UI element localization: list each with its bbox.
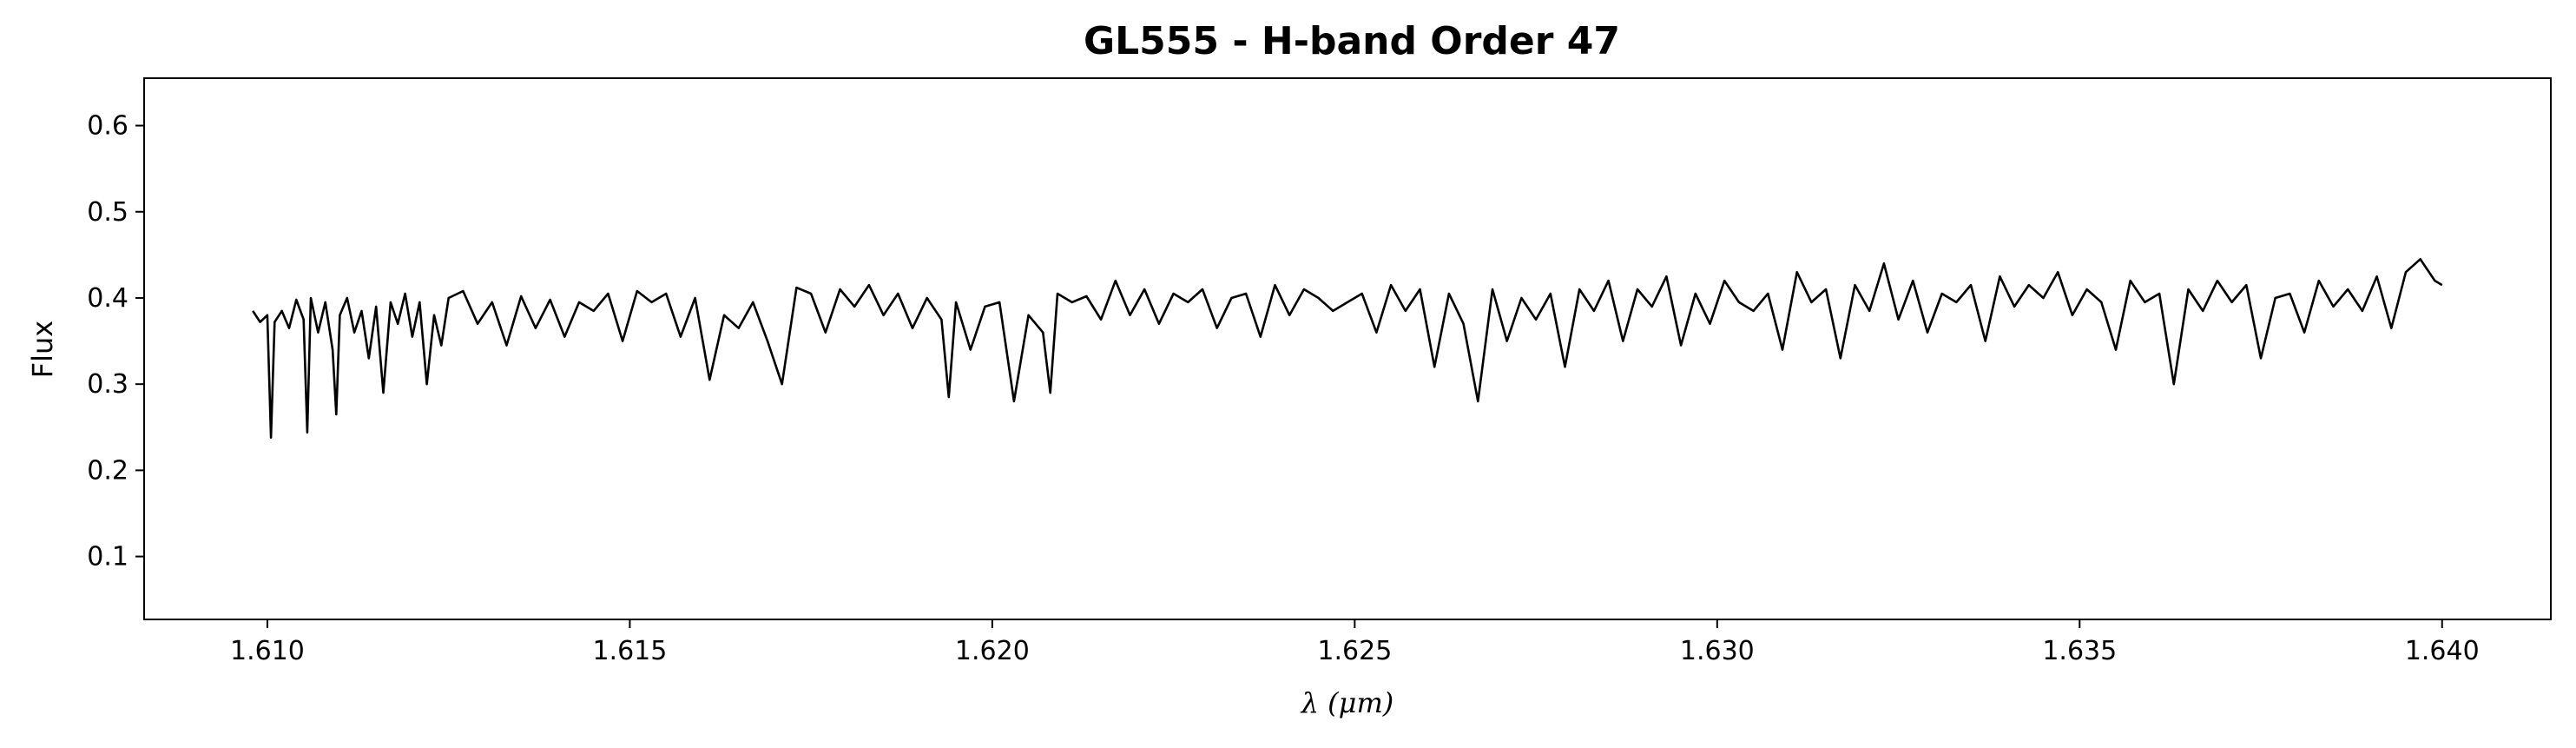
x-axis: 1.610 1.615 1.620 1.625 1.630 1.635 1.640	[230, 619, 2480, 666]
y-tick-label: 0.5	[87, 197, 128, 228]
y-tick-label: 0.3	[87, 369, 128, 400]
x-tick-label: 1.615	[592, 636, 667, 666]
x-tick-label: 1.610	[230, 636, 305, 666]
chart-title: GL555 - H-band Order 47	[1084, 19, 1620, 63]
x-tick-label: 1.625	[1317, 636, 1392, 666]
y-tick-label: 0.4	[87, 283, 128, 314]
x-axis-label: λ (μm)	[1300, 686, 1394, 719]
y-axis: 0.1 0.2 0.3 0.4 0.5 0.6	[87, 111, 144, 573]
y-tick-label: 0.1	[87, 542, 128, 573]
spectrum-series-line	[252, 258, 2443, 439]
x-tick-label: 1.630	[1680, 636, 1755, 666]
y-tick-label: 0.6	[87, 111, 128, 142]
x-tick-label: 1.635	[2042, 636, 2117, 666]
x-tick-label: 1.640	[2405, 636, 2480, 666]
y-tick-label: 0.2	[87, 455, 128, 486]
plot-area-frame	[143, 77, 2552, 620]
y-axis-label: Flux	[26, 321, 59, 379]
x-tick-label: 1.620	[955, 636, 1030, 666]
